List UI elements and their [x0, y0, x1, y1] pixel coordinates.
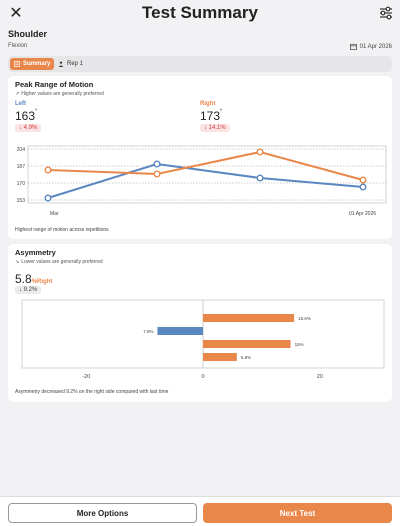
bar-value-label: 7.8% [143, 329, 153, 334]
data-point-right [359, 176, 367, 184]
arrow-down-icon: ↓ [19, 125, 22, 131]
right-value: 173° [200, 109, 222, 123]
asymmetry-hint-text: Lower values are generally preferred [21, 259, 103, 265]
asymmetry-change-text: 9.2% [23, 287, 38, 293]
right-label: Right [200, 101, 216, 107]
asymmetry-hint: ↘ Lower values are generally preferred [15, 259, 103, 265]
asymmetry-card: Asymmetry ↘ Lower values are generally p… [8, 244, 392, 402]
asymmetry-footer: Asymmetry decreased 9.2% on the right si… [15, 389, 169, 395]
data-point-right [153, 170, 161, 178]
tab-summary-label: Summary [23, 61, 51, 67]
more-options-button[interactable]: More Options [8, 503, 197, 523]
right-change-badge: ↓ 14.1% [200, 124, 230, 132]
trend-down-icon: ↘ [15, 259, 20, 265]
body-part-label: Shoulder [8, 29, 48, 39]
asymmetry-value: 5.8%Right [15, 272, 52, 286]
left-change-badge: ↓ 4.9% [15, 124, 42, 132]
data-point-right [44, 166, 52, 174]
series-line-right [47, 150, 364, 181]
list-icon [14, 61, 20, 67]
test-date-text: 01 Apr 2026 [359, 43, 392, 50]
peak-range-title: Peak Range of Motion [15, 80, 94, 89]
asymmetry-value-number: 5.8 [15, 272, 32, 286]
y-tick-label: 170 [17, 181, 26, 187]
right-value-number: 173 [200, 109, 221, 123]
right-value-unit: ° [220, 109, 223, 115]
test-date: 01 Apr 2026 [349, 43, 392, 50]
peak-range-hint: ↗ Higher values are generally preferred [15, 91, 104, 97]
y-tick-label: 187 [17, 164, 26, 170]
peak-range-line-chart: 153 170 187 204 Mar 01 Apr 2026 [17, 145, 387, 217]
asymmetry-bar [157, 327, 203, 335]
tab-rep-1-label: Rep 1 [67, 61, 84, 67]
plot-frame [27, 145, 387, 204]
tab-bar: Summary Rep 1 [8, 56, 392, 72]
x-tick-label: 01 Apr 2026 [349, 211, 376, 217]
sliders-icon[interactable] [378, 5, 394, 21]
bar-value-label: 15% [295, 342, 304, 347]
trend-up-icon: ↗ [15, 91, 20, 97]
person-icon [58, 61, 64, 67]
left-label: Left [15, 101, 26, 107]
series-line-left [47, 162, 364, 199]
x-tick-label: 20 [317, 374, 323, 380]
arrow-down-icon: ↓ [19, 287, 22, 293]
asymmetry-title: Asymmetry [15, 248, 56, 257]
next-test-button[interactable]: Next Test [203, 503, 392, 523]
left-value-number: 163 [15, 109, 36, 123]
asymmetry-bar [203, 340, 291, 348]
y-tick-label: 153 [17, 198, 26, 204]
asymmetry-bar [203, 314, 295, 322]
data-point-left [44, 194, 52, 202]
x-tick-label: -20 [82, 374, 90, 380]
asymmetry-side: Right [37, 279, 53, 285]
close-icon[interactable]: ✕ [9, 5, 23, 22]
movement-label: Flexion [8, 43, 28, 49]
peak-range-hint-text: Higher values are generally preferred [21, 91, 104, 97]
x-tick-label: Mar [50, 211, 59, 217]
calendar-icon [349, 43, 357, 50]
tab-rep-1[interactable]: Rep 1 [54, 58, 87, 70]
right-change-text: 14.1% [208, 125, 226, 131]
arrow-down-icon: ↓ [204, 125, 207, 131]
tab-summary[interactable]: Summary [10, 58, 55, 70]
bottom-action-bar: More Options Next Test [0, 496, 400, 526]
peak-range-card: Peak Range of Motion ↗ Higher values are… [8, 76, 392, 239]
asymmetry-change-badge: ↓ 9.2% [15, 286, 42, 294]
peak-range-footer: Highest range of motion across repetitio… [15, 227, 109, 233]
asymmetry-unit: % [31, 279, 38, 285]
data-point-left [359, 183, 367, 191]
left-value: 163° [15, 109, 37, 123]
bar-value-label: 5.8% [241, 355, 251, 360]
x-tick-label: 0 [201, 374, 204, 380]
left-change-text: 4.9% [23, 125, 38, 131]
asymmetry-bar [203, 353, 237, 361]
y-tick-label: 204 [17, 147, 26, 153]
page-title: Test Summary [142, 3, 258, 22]
data-point-right [256, 148, 264, 156]
top-bar: ✕ Test Summary [0, 0, 400, 28]
asymmetry-bar-chart: 15.6% 7.8% 15% 5.8% -20 0 20 [21, 299, 385, 380]
bar-value-label: 15.6% [298, 316, 311, 321]
data-point-left [153, 160, 161, 168]
left-value-unit: ° [35, 109, 38, 115]
data-point-left [256, 174, 264, 182]
